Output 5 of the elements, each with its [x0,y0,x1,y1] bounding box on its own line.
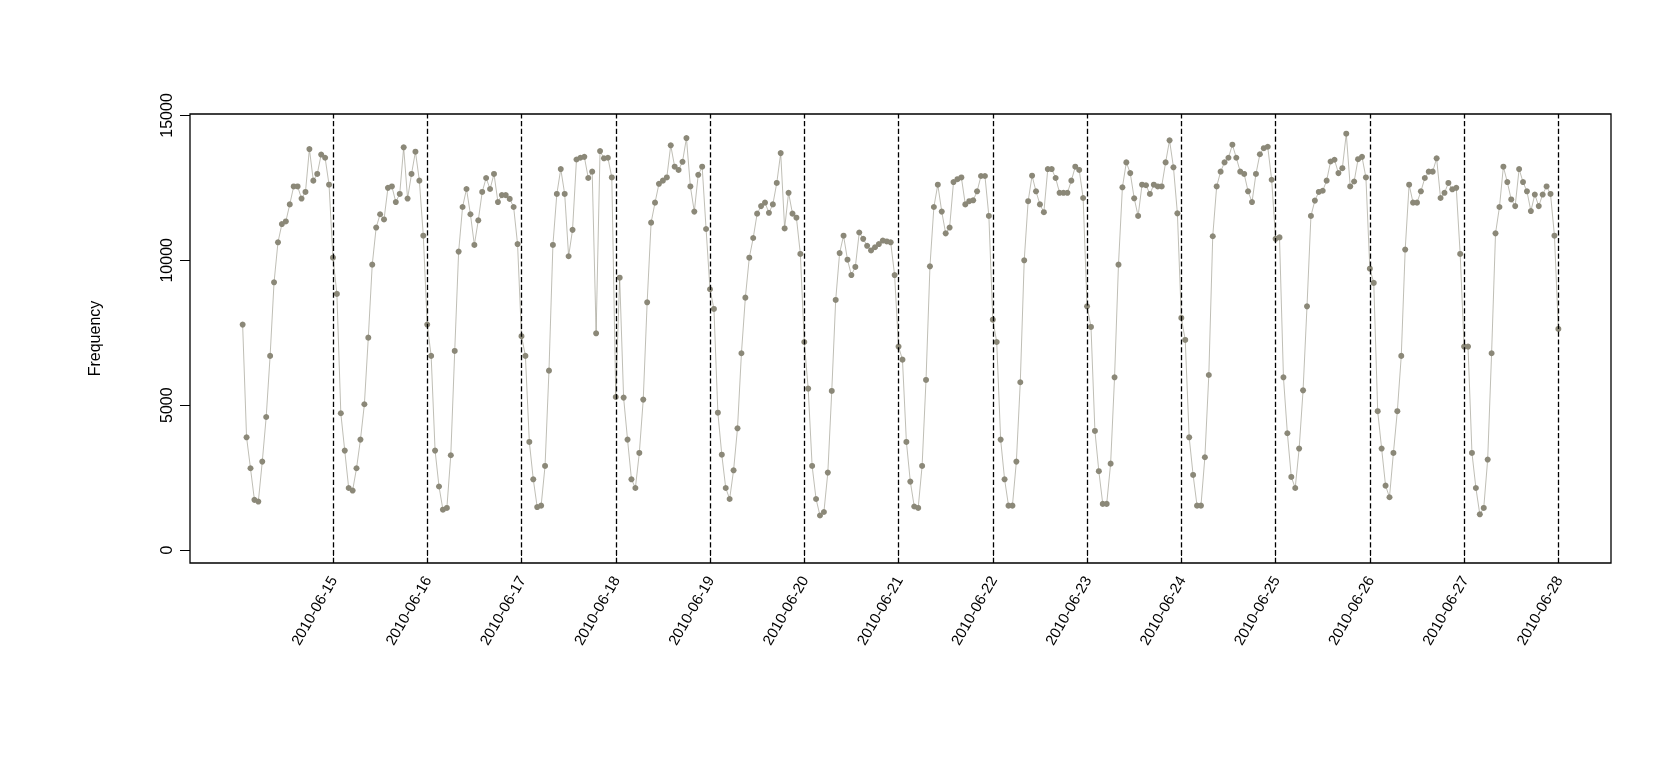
y-tick-label: 5000 [157,387,175,423]
y-tick-label: 10000 [157,237,175,283]
y-axis-title: Frequency [85,300,103,377]
y-tick-label: 15000 [157,93,175,138]
y-tick-label: 0 [157,545,175,555]
